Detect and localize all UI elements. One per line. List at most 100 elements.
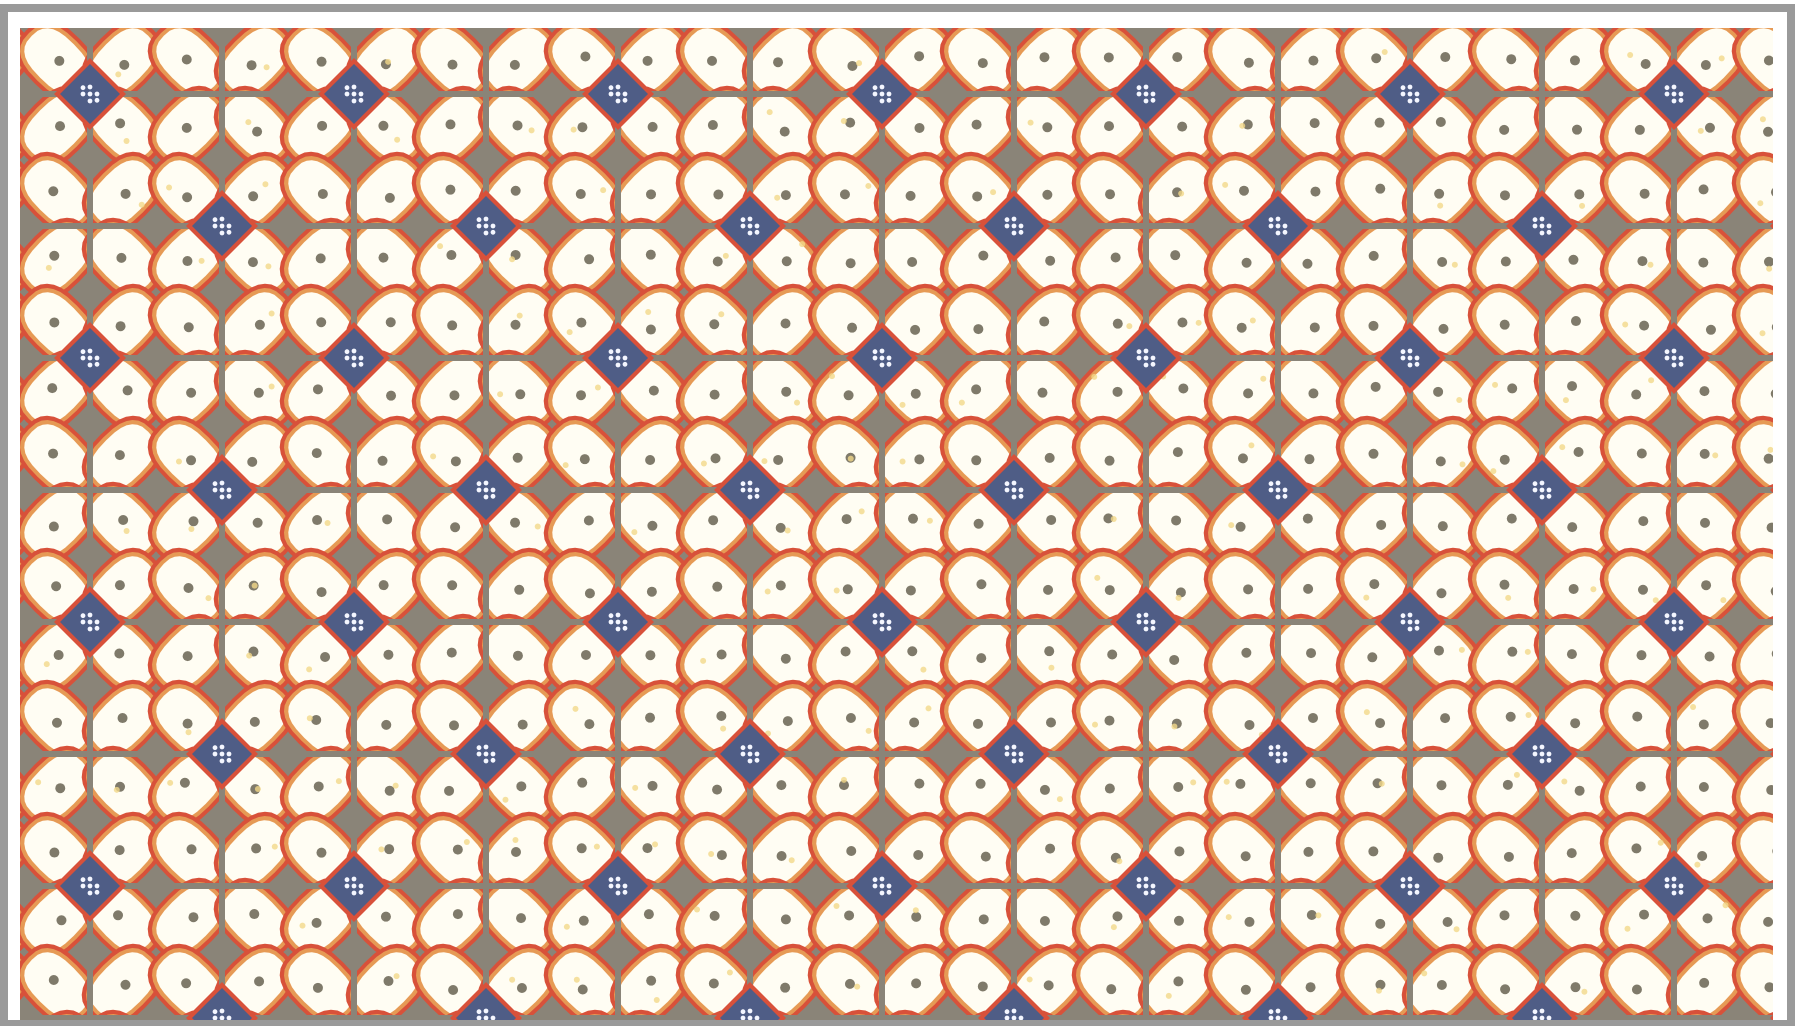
petal-dot — [1307, 712, 1318, 723]
petal — [1071, 943, 1155, 1020]
petal-dot — [911, 911, 922, 922]
petal — [1401, 415, 1485, 499]
diamond-dot — [344, 613, 350, 619]
petal — [20, 415, 99, 499]
petal-dot — [1107, 649, 1118, 660]
diamond-dot — [747, 1008, 753, 1014]
petal-dot — [1178, 383, 1189, 394]
petal — [1533, 547, 1617, 631]
diamond-dot — [740, 1015, 746, 1020]
petal-dot — [709, 910, 720, 921]
petal-speck — [1378, 780, 1385, 787]
petal-speck — [1195, 319, 1202, 326]
petal-speck — [1513, 771, 1520, 778]
petal-speck — [1451, 261, 1458, 268]
petal-speck — [840, 776, 847, 783]
petal-dot — [311, 714, 322, 725]
diamond-dot — [1282, 751, 1288, 757]
diamond-motif — [1638, 586, 1710, 658]
petal-dot — [1702, 913, 1713, 924]
diamond-dot — [80, 619, 86, 625]
petal-dot — [1770, 389, 1773, 398]
diamond-dot — [1532, 217, 1538, 223]
petal-dot — [113, 910, 124, 921]
diamond-dot — [1282, 493, 1288, 499]
petal-speck — [1559, 444, 1566, 451]
petal-speck — [1694, 861, 1701, 868]
petal — [1665, 217, 1749, 301]
diamond-dot — [754, 757, 760, 763]
diamond-dot — [879, 619, 885, 625]
petal-speck — [1759, 330, 1766, 337]
petal — [1203, 613, 1287, 697]
petal-dot — [186, 455, 197, 466]
petal-dot — [1374, 117, 1385, 128]
petal-dot — [1112, 318, 1123, 329]
diamond-dot — [1407, 355, 1413, 361]
petal-dot — [378, 120, 389, 131]
petal-dot — [1699, 386, 1710, 397]
petal-dot — [1503, 851, 1514, 862]
diamond-dot — [80, 613, 86, 619]
diamond-motif — [318, 586, 390, 658]
diamond-dot — [1532, 1015, 1538, 1020]
petal-dot — [446, 647, 457, 658]
petal — [477, 283, 561, 367]
petal-dot — [252, 126, 263, 137]
diamond-dot — [615, 876, 621, 882]
petal-dot — [1436, 780, 1447, 791]
petal — [1467, 349, 1551, 433]
petal-dot — [1244, 719, 1255, 730]
petal — [1401, 481, 1485, 565]
diamond-dot — [1011, 494, 1017, 500]
petal-speck — [1627, 52, 1634, 59]
petal-speck — [188, 525, 195, 532]
petal — [477, 811, 561, 895]
petal-dot — [1042, 189, 1053, 200]
petal-dot — [845, 258, 856, 269]
diamond-dot — [80, 85, 86, 91]
diamond-dot — [615, 626, 621, 632]
petal — [1599, 217, 1683, 301]
diamond-dot — [872, 613, 878, 619]
diamond-dot — [1143, 355, 1149, 361]
petal-speck — [1766, 265, 1773, 272]
diamond-dot — [1268, 481, 1274, 487]
petal-dot — [249, 716, 260, 727]
diamond-dot — [1400, 91, 1406, 97]
petal-dot — [707, 120, 718, 131]
diamond-dot — [1407, 98, 1413, 104]
diamond-dot — [872, 355, 878, 361]
petal-dot — [1499, 124, 1510, 135]
diamond-dot — [1275, 223, 1281, 229]
petal-speck — [1381, 49, 1388, 56]
diamond-dot — [1400, 613, 1406, 619]
diamond-dot — [1671, 362, 1677, 368]
petal-dot — [1173, 782, 1184, 793]
diamond-dot — [1678, 619, 1684, 625]
diamond-dot — [1532, 745, 1538, 751]
petal-speck — [1561, 778, 1568, 785]
diamond-dot — [622, 889, 628, 895]
diamond-dot — [358, 889, 364, 895]
diamond-dot — [358, 91, 364, 97]
petal-dot — [840, 646, 851, 657]
diamond-dot — [615, 84, 621, 90]
petal-dot — [847, 60, 858, 71]
petal-dot — [182, 651, 193, 662]
petal-dot — [1433, 386, 1444, 397]
diamond-motif — [582, 586, 654, 658]
petal-dot — [580, 649, 591, 660]
petal-speck — [632, 784, 639, 791]
diamond-dot — [1275, 494, 1281, 500]
diamond-dot — [358, 97, 364, 103]
petal — [81, 679, 165, 763]
diamond-motif — [846, 322, 918, 394]
diamond-dot — [1011, 758, 1017, 764]
petal-speck — [1624, 925, 1631, 932]
petal — [1599, 679, 1683, 763]
petal — [81, 151, 165, 235]
diamond-motif — [978, 982, 1050, 1020]
diamond-dot — [1546, 493, 1552, 499]
